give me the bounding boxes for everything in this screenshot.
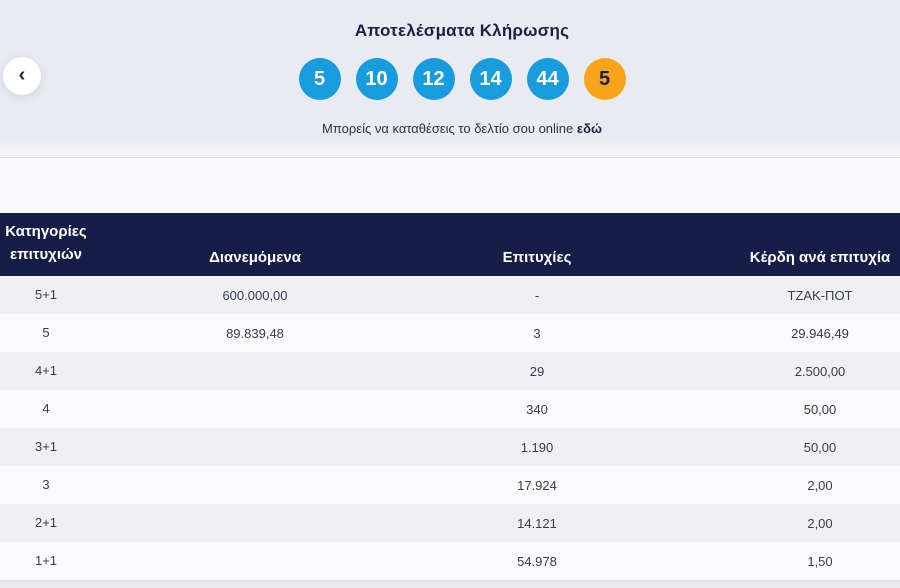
category-cell: 2+1 xyxy=(34,515,58,531)
number-ball-5: 44 xyxy=(526,58,569,100)
number-ball-4: 14 xyxy=(469,58,512,100)
number-ball-2: 10 xyxy=(355,58,398,100)
category-cell: 3 xyxy=(42,477,50,493)
submit-online-label: Μπορείς να καταθέσεις το δελτίο σου onli… xyxy=(322,121,574,136)
prize-categories-table: Κατηγορίες επιτυχιών Διανεμόμενα Επιτυχί… xyxy=(0,213,900,580)
table-row: 2+1 14.121 2,00 xyxy=(0,504,900,542)
category-cell: 1+1 xyxy=(34,553,58,569)
winners-cell: 14.121 xyxy=(517,515,557,531)
table-row: 3 17.924 2,00 xyxy=(0,466,900,504)
winners-cell: 17.924 xyxy=(517,477,557,493)
spacer xyxy=(0,158,900,213)
winners-cell: - xyxy=(534,287,540,303)
header-distributed: Διανεμόμενα xyxy=(209,249,301,266)
table-row: 4 340 50,00 xyxy=(0,390,900,428)
header-winners: Επιτυχίες xyxy=(502,249,572,266)
winners-cell: 54.978 xyxy=(517,553,557,569)
winners-cell: 29 xyxy=(529,363,545,379)
prize-cell: 50,00 xyxy=(803,439,837,455)
number-ball-3: 12 xyxy=(412,58,455,100)
number-ball-1: 5 xyxy=(298,58,341,100)
category-cell: 4 xyxy=(42,401,50,417)
page-title: Αποτελέσματα Κλήρωσης xyxy=(354,21,570,40)
prize-cell: ΤΖΑΚ-ΠΟΤ xyxy=(787,287,853,303)
prize-cell: 2,00 xyxy=(807,515,833,531)
chevron-left-icon: ‹ xyxy=(18,64,26,86)
table-row: 5+1 600.000,00 - ΤΖΑΚ-ΠΟΤ xyxy=(0,276,900,314)
category-cell: 5+1 xyxy=(34,287,58,303)
table-header-row: Κατηγορίες επιτυχιών Διανεμόμενα Επιτυχί… xyxy=(0,213,900,276)
table-row: 1+1 54.978 1,50 xyxy=(0,542,900,580)
winners-cell: 3 xyxy=(533,325,541,341)
draw-results-content: Αποτελέσματα Κλήρωσης 5 10 12 14 44 5 Μπ… xyxy=(0,0,900,157)
distributed-cell: 89.839,48 xyxy=(226,325,284,341)
prize-cell: 1,50 xyxy=(807,553,833,569)
category-cell: 4+1 xyxy=(34,363,58,379)
header-prize-per-win: Κέρδη ανά επιτυχία xyxy=(749,249,891,266)
bonus-number-ball: 5 xyxy=(583,58,626,100)
header-categories: Κατηγορίες επιτυχιών xyxy=(5,223,87,263)
winners-cell: 1.190 xyxy=(520,439,554,455)
prize-cell: 2.500,00 xyxy=(794,363,846,379)
distributed-cell: 600.000,00 xyxy=(222,287,288,303)
section-divider xyxy=(0,157,900,158)
category-cell: 5 xyxy=(42,325,50,341)
prize-cell: 50,00 xyxy=(803,401,837,417)
table-row: 5 89.839,48 3 29.946,49 xyxy=(0,314,900,352)
prize-cell: 29.946,49 xyxy=(791,325,849,341)
submit-online-link[interactable]: εδώ xyxy=(576,121,602,136)
bottom-shadow-strip xyxy=(0,580,900,588)
winners-cell: 340 xyxy=(526,401,548,417)
drawn-numbers: 5 10 12 14 44 5 xyxy=(298,58,626,100)
table-row: 4+1 29 2.500,00 xyxy=(0,352,900,390)
draw-results-panel: ‹ Αποτελέσματα Κλήρωσης 5 10 12 14 44 5 … xyxy=(0,0,900,157)
prize-cell: 2,00 xyxy=(807,477,833,493)
submit-online-text: Μπορείς να καταθέσεις το δελτίο σου onli… xyxy=(322,121,602,136)
category-cell: 3+1 xyxy=(34,439,58,455)
table-row: 3+1 1.190 50,00 xyxy=(0,428,900,466)
back-button[interactable]: ‹ xyxy=(3,57,41,95)
